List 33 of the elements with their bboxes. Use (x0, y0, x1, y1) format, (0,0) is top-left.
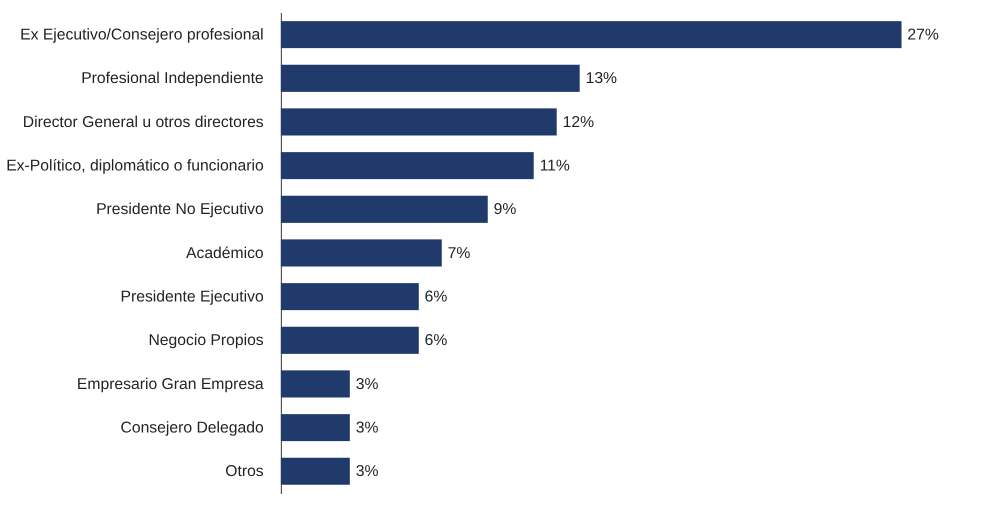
y-tick-label: Profesional Independiente (81, 70, 264, 88)
bar (280, 152, 534, 180)
bar (280, 326, 419, 354)
data-label: 11% (540, 158, 570, 175)
data-label: 13% (586, 70, 618, 88)
data-label: 3% (356, 376, 378, 393)
data-label: 6% (424, 288, 448, 306)
data-label: 27% (907, 26, 939, 44)
y-tick-label: Director General u otros directores (22, 114, 264, 131)
data-label: 12% (562, 114, 594, 131)
y-tick-label: Negocio Propios (148, 332, 264, 350)
bar (280, 414, 350, 442)
y-tick-label: Consejero Delegado (120, 420, 264, 437)
bar (280, 283, 419, 310)
y-tick-label: Presidente Ejecutivo (120, 288, 264, 306)
data-label: 6% (424, 332, 448, 350)
y-tick-label: Presidente No Ejecutivo (96, 201, 264, 218)
y-tick-label: Ex Ejecutivo/Consejero profesional (20, 26, 264, 44)
bar (280, 196, 488, 223)
y-tick-label: Ex-Político, diplomático o funcionario (6, 158, 264, 175)
data-label: 3% (356, 420, 378, 437)
y-tick-label: Académico (186, 244, 264, 262)
y-tick-label: Empresario Gran Empresa (76, 376, 264, 393)
data-label: 9% (494, 201, 516, 218)
bar (280, 21, 902, 48)
bar (280, 370, 350, 398)
bar (280, 458, 350, 485)
bar (280, 239, 442, 266)
data-label: 7% (448, 244, 470, 262)
bar (280, 64, 580, 92)
bar (280, 108, 557, 136)
data-label: 3% (356, 463, 378, 480)
y-tick-label: Otros (225, 463, 264, 480)
